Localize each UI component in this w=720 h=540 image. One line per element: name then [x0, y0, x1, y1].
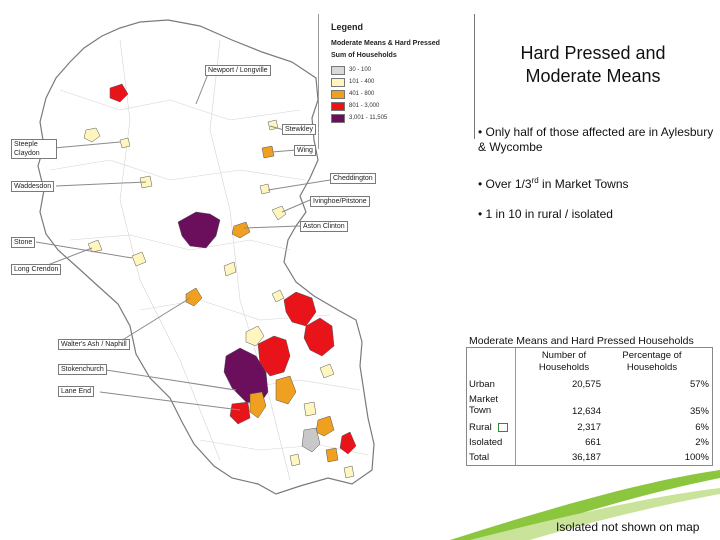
area-chesham-small — [271, 289, 285, 303]
bullet-text-after: in Market Towns — [538, 177, 629, 191]
table-header-count: Number of Households — [538, 350, 590, 373]
table-cell-percentage: 100% — [684, 452, 709, 463]
label-cheddington: Cheddington — [330, 173, 376, 184]
label-stokenchurch: Stokenchurch — [58, 364, 107, 375]
settlements — [83, 83, 357, 479]
bullet-text: • Only half of those affected are in Ayl… — [478, 125, 714, 154]
footer-note: Isolated not shown on map — [556, 520, 700, 534]
table-row-label: Total — [469, 452, 490, 463]
area-cheddington — [259, 183, 271, 195]
legend-item-label: 801 - 3,000 — [349, 103, 380, 109]
bullet-item: • Over 1/3rd in Market Towns — [478, 173, 714, 192]
label-walters-ash-naphill: Walter's Ash / Naphill — [58, 339, 130, 350]
area-amersham — [303, 317, 335, 357]
label-wing: Wing — [294, 145, 316, 156]
green-swoosh-decoration-light — [470, 488, 720, 540]
area-slough-edge — [339, 431, 357, 455]
legend-swatch — [331, 113, 345, 123]
label-long-crendon: Long Crendon — [11, 264, 62, 275]
table-cell-percentage: 57% — [689, 379, 709, 390]
table-cell-percentage: 35% — [689, 406, 709, 417]
area-aston-clinton — [231, 221, 251, 239]
label-stone: Stone — [11, 237, 36, 248]
area-stone — [131, 251, 147, 267]
slide-title-line-1: Hard Pressed and — [520, 43, 666, 63]
area-burnham — [301, 427, 321, 453]
label-aston-clinton: Aston Clinton — [300, 221, 348, 232]
table-cell-count: 36,187 — [571, 452, 601, 463]
table-row-label: Isolated — [469, 437, 503, 448]
area-little-chalfont — [245, 325, 265, 347]
area-iver — [325, 447, 339, 463]
area-aylesbury — [177, 211, 221, 249]
table-header-percentage: Percentage of Households — [622, 350, 682, 373]
table-row-label: Rural — [469, 422, 492, 433]
legend-item-label: 101 - 400 — [349, 79, 375, 85]
table-cell-count: 12,634 — [571, 406, 601, 417]
label-newport-longville: Newport / Longville — [205, 65, 271, 76]
legend-item-label: 30 - 100 — [349, 67, 372, 73]
legend-title: Legend — [331, 22, 364, 32]
table-row-rural: Rural — [469, 422, 508, 433]
bullet-text: • Over 1/3 — [478, 177, 532, 191]
area-chesham — [283, 291, 317, 327]
legend-swatch — [331, 101, 345, 111]
area-marlow — [249, 391, 267, 419]
label-waddesdon: Waddesdon — [11, 181, 55, 192]
area-beaconsfield — [303, 401, 317, 417]
green-swoosh-decoration — [450, 470, 720, 540]
area-gerrards — [319, 363, 335, 379]
legend-item: 401 - 800 — [331, 89, 374, 99]
area-east-small — [267, 119, 279, 131]
bullet-superscript: rd — [531, 176, 539, 185]
legend-item: 30 - 100 — [331, 65, 371, 75]
label-stewkley: Stewkley — [282, 124, 317, 135]
rural-marker-icon — [497, 422, 508, 432]
area-wing — [261, 145, 275, 159]
area-long-crendon — [87, 239, 103, 253]
table-title: Moderate Means and Hard Pressed Househol… — [469, 335, 694, 347]
label-steeple-claydon: Steeple Claydon — [11, 139, 57, 159]
legend-divider — [474, 14, 475, 139]
bullet-item: • 1 in 10 in rural / isolated — [478, 207, 714, 222]
legend-item-label: 401 - 800 — [349, 91, 375, 97]
map-legend: Legend Moderate Means & Hard Pressed Sum… — [318, 14, 479, 149]
bullet-item: • Only half of those affected are in Ayl… — [478, 125, 714, 155]
area-north-town — [83, 127, 101, 143]
legend-item: 101 - 400 — [331, 77, 374, 87]
area-beaconsfield-n — [275, 375, 297, 405]
label-lane-end: Lane End — [58, 386, 94, 397]
table-cell-percentage: 6% — [695, 422, 709, 433]
slide-title-line-2: Moderate Means — [525, 66, 661, 86]
legend-item: 801 - 3,000 — [331, 101, 379, 111]
leader-lines — [35, 73, 331, 411]
legend-swatch — [331, 89, 345, 99]
area-wraysbury — [343, 465, 355, 479]
area-taplow — [289, 453, 301, 467]
households-table: Number of Households Percentage of House… — [466, 347, 713, 466]
bullet-text: • 1 in 10 in rural / isolated — [478, 207, 613, 221]
table-divider — [515, 348, 516, 465]
table-cell-count: 661 — [585, 437, 601, 448]
area-marlow-n — [229, 401, 251, 425]
table-row-label: Market Town — [469, 394, 499, 416]
table-cell-count: 2,317 — [577, 422, 601, 433]
legend-swatch — [331, 77, 345, 87]
table-cell-percentage: 2% — [695, 437, 709, 448]
legend-item-label: 3,001 - 11,505 — [349, 115, 388, 121]
table-cell-count: 20,575 — [571, 379, 601, 390]
legend-subtitle: Moderate Means & Hard Pressed — [331, 40, 440, 47]
table-row-label: Urban — [469, 379, 495, 390]
area-newport — [109, 83, 129, 103]
area-ivinghoe — [271, 205, 287, 221]
area-steeple — [119, 137, 131, 149]
legend-subtitle-2: Sum of Households — [331, 52, 397, 59]
legend-swatch — [331, 65, 345, 75]
legend-item: 3,001 - 11,505 — [331, 113, 387, 123]
slide-title: Hard Pressed and Moderate Means — [478, 42, 708, 88]
area-wendover — [223, 261, 237, 277]
label-ivinghoe-pitstone: Ivinghoe/Pitstone — [310, 196, 370, 207]
